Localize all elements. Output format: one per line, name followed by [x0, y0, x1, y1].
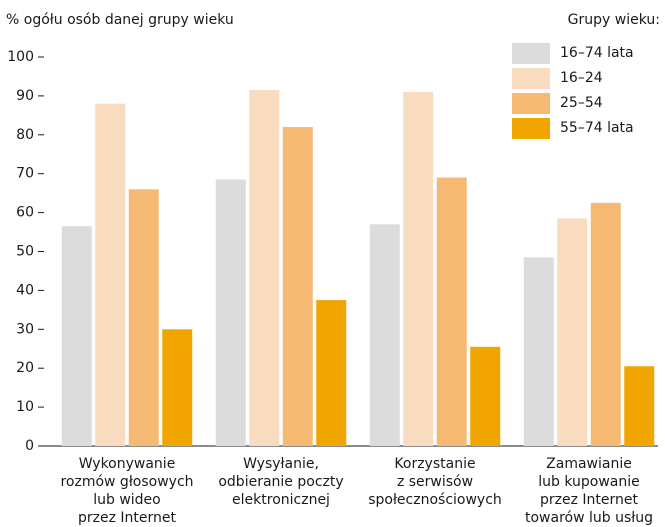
x-tick-label: lub kupowanie: [538, 474, 640, 490]
x-tick-label: przez Internet: [540, 492, 639, 508]
x-tick-label: rozmów głosowych: [60, 474, 193, 490]
legend-label: 55–74 lata: [560, 120, 634, 136]
y-tick-label: 0: [25, 438, 34, 454]
x-tick-label: Wykonywanie: [79, 456, 176, 472]
y-tick-label: 50: [16, 244, 34, 260]
x-tick-label: Korzystanie: [394, 456, 475, 472]
y-tick-label: 90: [16, 88, 34, 104]
legend-swatch: [512, 118, 550, 139]
legend-label: 25–54: [560, 95, 603, 111]
legend-label: 16–24: [560, 70, 603, 86]
bar: [282, 127, 313, 447]
bar: [128, 189, 159, 446]
legend-swatch: [512, 93, 550, 114]
y-tick-label: 30: [16, 321, 34, 337]
x-tick-label: odbieranie poczty: [218, 474, 343, 490]
legend-title: Grupy wieku:: [568, 12, 660, 28]
legend-swatch: [512, 68, 550, 89]
bar: [249, 90, 280, 446]
bar: [557, 218, 588, 446]
y-tick-label: 100: [7, 49, 34, 65]
y-axis-label: % ogółu osób danej grupy wieku: [6, 12, 234, 28]
y-tick-label: 70: [16, 166, 34, 182]
x-tick-label: Wysyłanie,: [243, 456, 319, 472]
legend-label: 16–74 lata: [560, 45, 634, 61]
bar: [316, 300, 347, 446]
x-tick-label: elektronicznej: [232, 492, 330, 508]
bar: [215, 179, 246, 446]
bar: [369, 224, 400, 446]
legend-swatch: [512, 43, 550, 64]
y-tick-label: 80: [16, 127, 34, 143]
bar: [162, 329, 193, 446]
x-tick-label: z serwisów: [397, 474, 473, 490]
bar: [61, 226, 92, 446]
bar: [436, 177, 467, 446]
x-tick-label: społecznościowych: [368, 492, 502, 508]
bar: [95, 103, 126, 447]
bar: [624, 366, 655, 446]
bar: [523, 257, 554, 446]
bar: [590, 202, 621, 446]
bar: [403, 92, 434, 446]
y-tick-label: 60: [16, 205, 34, 221]
x-tick-label: Zamawianie: [546, 456, 632, 472]
bar: [470, 346, 501, 446]
x-tick-label: lub wideo: [93, 492, 161, 508]
y-tick-label: 10: [16, 399, 34, 415]
y-tick-label: 40: [16, 282, 34, 298]
x-tick-label: towarów lub usług: [525, 510, 653, 526]
x-tick-label: przez Internet: [78, 510, 177, 526]
y-tick-label: 20: [16, 360, 34, 376]
